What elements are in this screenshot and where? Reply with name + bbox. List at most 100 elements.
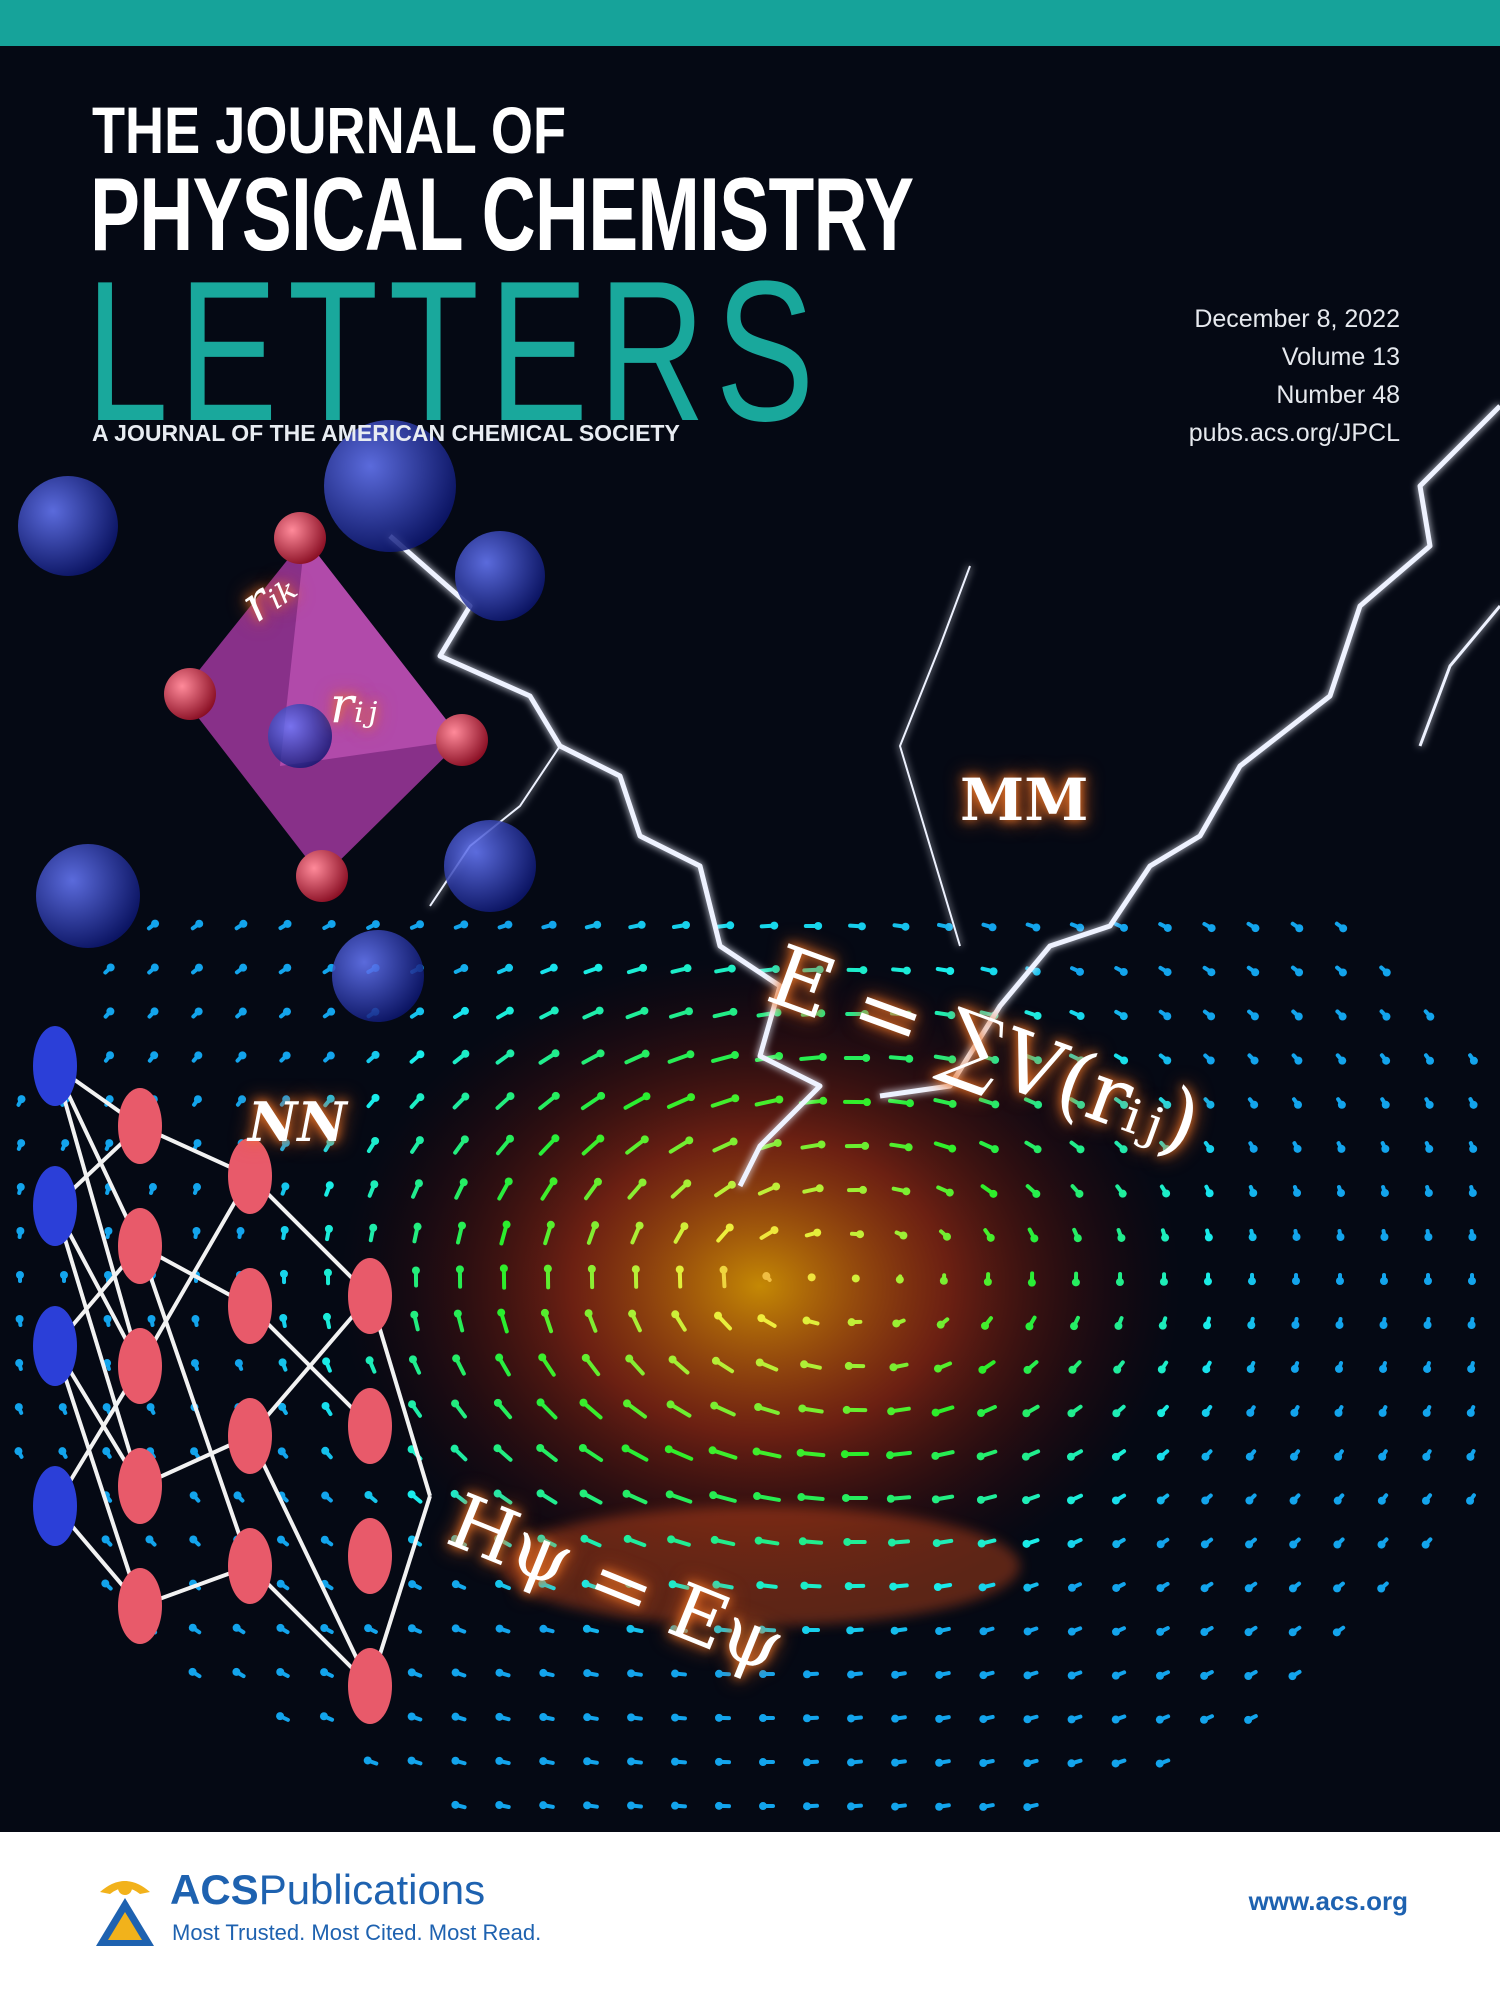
spin-arrow-head xyxy=(452,1354,461,1363)
label-rij: rᵢⱼ xyxy=(330,676,378,734)
spin-arrow-head xyxy=(978,1583,987,1592)
spin-arrow-head xyxy=(803,1758,812,1767)
spin-arrow-head xyxy=(800,1360,809,1369)
spin-arrow-head xyxy=(1200,1540,1209,1549)
journal-url[interactable]: pubs.acs.org/JPCL xyxy=(1188,419,1400,447)
spin-arrow-head xyxy=(713,1625,722,1634)
spin-arrow-head xyxy=(102,1403,111,1412)
spin-arrow-head xyxy=(818,1053,827,1062)
spin-arrow-head xyxy=(671,1310,680,1319)
spin-arrow-head xyxy=(1290,1364,1299,1373)
spin-arrow-head xyxy=(146,1403,155,1412)
spin-arrow-head xyxy=(1421,1496,1430,1505)
spin-arrow-head xyxy=(1032,967,1041,976)
spin-arrow-head xyxy=(1377,1496,1386,1505)
spin-arrow-head xyxy=(407,1668,416,1677)
spin-arrow-head xyxy=(979,1715,988,1724)
spin-arrow-head xyxy=(1162,1145,1171,1154)
spin-arrow-head xyxy=(365,1356,374,1365)
spin-arrow-head xyxy=(948,1099,957,1108)
spin-arrow-head xyxy=(635,1221,644,1230)
spin-arrow-head xyxy=(813,1228,822,1237)
spin-arrow-head xyxy=(276,1712,285,1721)
spin-arrow-head xyxy=(539,1624,548,1633)
spin-arrow-head xyxy=(539,1712,548,1721)
spin-arrow-head xyxy=(1244,1715,1253,1724)
spin-arrow-head xyxy=(1382,1012,1391,1021)
spin-arrow-head xyxy=(753,1492,762,1501)
spin-arrow-head xyxy=(931,1495,940,1504)
spin-arrow-head xyxy=(666,1400,675,1409)
spin-arrow-head xyxy=(844,1361,853,1370)
spin-arrow-head xyxy=(461,1092,470,1101)
footer xyxy=(0,1832,1500,2008)
spin-arrow-head xyxy=(671,1669,680,1678)
spin-arrow-head xyxy=(931,1451,940,1460)
spin-arrow-head xyxy=(719,1265,728,1274)
spin-arrow-head xyxy=(1249,1189,1258,1198)
spin-arrow-head xyxy=(1426,1056,1435,1065)
spin-arrow-head xyxy=(1334,1452,1343,1461)
spin-arrow-head xyxy=(933,1364,942,1373)
spin-arrow-head xyxy=(371,1050,380,1059)
spin-arrow-head xyxy=(194,963,203,972)
spin-arrow-head xyxy=(931,1408,940,1417)
spin-arrow-head xyxy=(1021,1452,1030,1461)
spin-arrow-head xyxy=(549,1177,558,1186)
spin-arrow-head xyxy=(621,1444,630,1453)
spin-arrow-head xyxy=(1380,1232,1389,1241)
issue-number: Number 48 xyxy=(1276,381,1400,409)
spin-arrow-head xyxy=(847,1670,856,1679)
spin-arrow-head xyxy=(277,1447,286,1456)
spin-arrow-head xyxy=(371,1093,380,1102)
spin-arrow-head xyxy=(536,1489,545,1498)
spin-arrow-head xyxy=(1378,1452,1387,1461)
spin-arrow-head xyxy=(711,1356,720,1365)
spin-arrow-head xyxy=(754,1403,763,1412)
spin-arrow-head xyxy=(1033,1011,1042,1020)
spin-arrow-head xyxy=(944,923,953,932)
spin-arrow-head xyxy=(145,1535,154,1544)
spin-arrow-head xyxy=(1156,1584,1165,1593)
spin-arrow-head xyxy=(895,1275,904,1284)
spin-arrow-head xyxy=(543,1264,552,1273)
spin-arrow-head xyxy=(451,1535,460,1544)
spin-arrow-head xyxy=(495,1579,504,1588)
spin-arrow-head xyxy=(190,1359,199,1368)
spin-arrow-head xyxy=(1112,1409,1121,1418)
spin-arrow-head xyxy=(1032,1189,1041,1198)
spin-arrow-head xyxy=(712,1580,721,1589)
spin-arrow-head xyxy=(236,1227,245,1236)
spin-arrow-head xyxy=(671,1801,680,1810)
spin-arrow-head xyxy=(904,1010,913,1019)
spin-arrow-head xyxy=(1077,1100,1086,1109)
spin-arrow-head xyxy=(407,1624,416,1633)
spin-arrow-head xyxy=(1422,1452,1431,1461)
spin-arrow-head xyxy=(504,1177,513,1186)
spin-arrow-head xyxy=(369,1223,378,1232)
spin-arrow-head xyxy=(593,1177,602,1186)
acs-website-link[interactable]: www.acs.org xyxy=(1248,1886,1408,1916)
spin-arrow-head xyxy=(232,1667,241,1676)
spin-arrow-head xyxy=(979,1671,988,1680)
spin-arrow-head xyxy=(495,1668,504,1677)
spin-arrow-head xyxy=(1423,1320,1432,1329)
spin-arrow-head xyxy=(770,921,779,930)
spin-arrow-head xyxy=(1068,1365,1077,1374)
spin-arrow-head xyxy=(1118,1189,1127,1198)
spin-arrow-head xyxy=(493,1444,502,1453)
spin-arrow-head xyxy=(1027,1278,1036,1287)
spin-arrow-head xyxy=(685,1136,694,1145)
spin-arrow-head xyxy=(1111,1671,1120,1680)
spin-arrow-head xyxy=(1245,1540,1254,1549)
spin-arrow-head xyxy=(1425,1100,1434,1109)
spin-arrow-head xyxy=(1251,968,1260,977)
spin-arrow-head xyxy=(1381,1144,1390,1153)
spin-arrow-head xyxy=(889,1363,898,1372)
spin-arrow-head xyxy=(1077,1056,1086,1065)
spin-arrow-head xyxy=(1023,1715,1032,1724)
spin-arrow-head xyxy=(106,963,115,972)
spin-arrow-head xyxy=(668,1355,677,1364)
spin-arrow-head xyxy=(14,1403,23,1412)
spin-arrow-head xyxy=(886,1494,895,1503)
